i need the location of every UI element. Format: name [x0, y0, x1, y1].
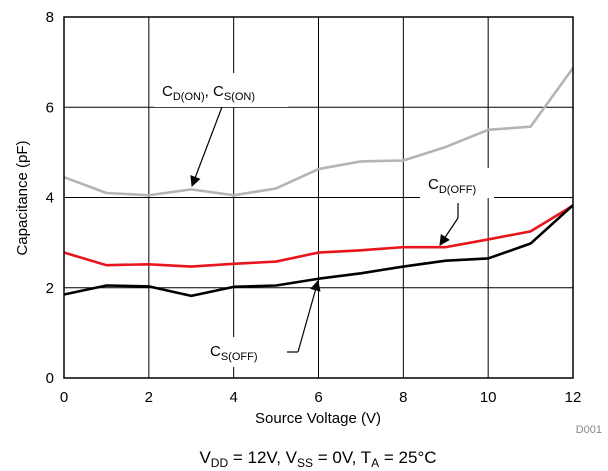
plot-frame [63, 16, 574, 379]
x-tick-label: 2 [145, 389, 153, 406]
x-tick-label: 8 [399, 389, 407, 406]
y-tick-label: 6 [46, 99, 54, 116]
y-tick-label: 0 [46, 370, 54, 387]
annotation-doff-arrow-2 [439, 217, 459, 246]
y-tick-label: 4 [46, 190, 54, 207]
series-line-soff [63, 204, 574, 298]
annotation-doff-label: CD(OFF) [428, 176, 476, 196]
annotation-doff-bg [420, 168, 494, 198]
annotation-soff-bg [203, 337, 283, 367]
annotation-on-bg [154, 73, 288, 107]
ticks: 0 2 4 6 8 10 12 0 2 4 6 8 [46, 9, 582, 406]
figure-id: D001 [576, 424, 602, 436]
x-tick-label: 4 [229, 389, 237, 406]
x-axis-label: Source Voltage (V) [255, 410, 381, 427]
series-layer [63, 67, 575, 298]
annotation-soff: CS(OFF) [203, 279, 321, 367]
conditions-caption: VDD = 12V, VSS = 0V, TA = 25°C [199, 448, 436, 470]
annotation-soff-label: CS(OFF) [210, 343, 258, 363]
y-tick-label: 8 [46, 9, 54, 26]
grid [63, 16, 574, 379]
annotation-soff-arrow-2 [297, 279, 321, 353]
x-tick-label: 10 [480, 389, 497, 406]
series-line-on [63, 67, 575, 197]
annotation-doff: CD(OFF) [420, 168, 494, 246]
x-tick-label: 0 [60, 389, 68, 406]
x-tick-label: 6 [314, 389, 322, 406]
annotation-on: CD(ON), CS(ON) [154, 73, 288, 188]
annotation-on-label: CD(ON), CS(ON) [162, 83, 255, 103]
y-tick-label: 2 [46, 280, 54, 297]
annotation-on-arrow [190, 106, 223, 188]
x-tick-label: 12 [565, 389, 582, 406]
series-line-doff [63, 204, 574, 268]
y-axis-label: Capacitance (pF) [14, 140, 31, 255]
